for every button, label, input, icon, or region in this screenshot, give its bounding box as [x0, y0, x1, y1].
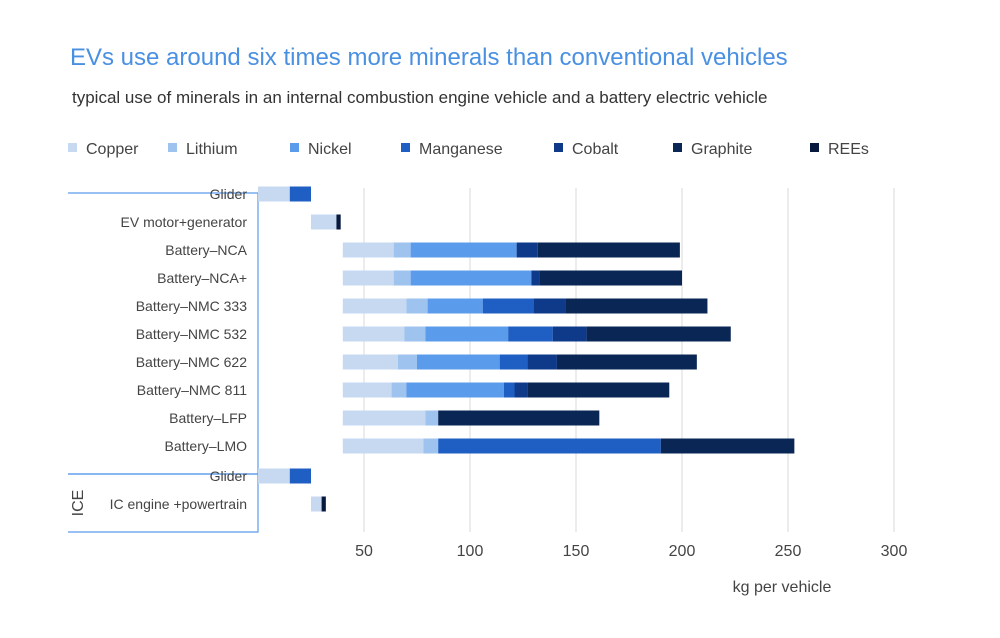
- bar-segment: [406, 298, 428, 314]
- x-tick-label: 300: [881, 543, 908, 560]
- category-label: Battery–NMC 333: [136, 298, 247, 314]
- legend-label: Lithium: [186, 141, 238, 158]
- bar-segment: [342, 438, 424, 454]
- ice-group-bracket: [68, 473, 259, 533]
- legend-label: Graphite: [691, 141, 752, 158]
- bar-segment: [527, 382, 670, 398]
- bar-segment: [516, 242, 538, 258]
- x-tick-label: 150: [563, 543, 590, 560]
- x-tick-label: 250: [775, 543, 802, 560]
- bar-segment: [482, 298, 534, 314]
- category-label: Battery–NCA+: [157, 270, 247, 286]
- category-label: Battery–NMC 622: [136, 354, 247, 370]
- legend-swatch-5: [673, 143, 682, 152]
- legend-swatch-6: [810, 143, 819, 152]
- bar-segment: [586, 326, 731, 342]
- bar-segment: [552, 326, 587, 342]
- bar-segment: [438, 438, 661, 454]
- bar-segment: [311, 496, 322, 512]
- category-label: Battery–NCA: [165, 242, 247, 258]
- x-axis-ticks: 50 100 150 200 250 300: [355, 543, 907, 560]
- category-label: Battery–LFP: [169, 410, 247, 426]
- bar-segment: [410, 270, 532, 286]
- bar-segment: [289, 468, 311, 484]
- bar-segment: [508, 326, 553, 342]
- category-label: IC engine +powertrain: [110, 496, 247, 512]
- bar-segment: [503, 382, 515, 398]
- bar-segment: [537, 242, 680, 258]
- bar-segment: [342, 354, 398, 370]
- bar-segment: [438, 410, 600, 426]
- bar-segment: [393, 242, 411, 258]
- x-axis-label: kg per vehicle: [733, 579, 832, 596]
- bar-segment: [321, 496, 326, 512]
- bar-segment: [342, 410, 426, 426]
- x-tick-label: 50: [355, 543, 373, 560]
- bar-segment: [417, 354, 500, 370]
- bar-segment: [289, 186, 311, 202]
- legend-label: Cobalt: [572, 141, 619, 158]
- x-tick-label: 200: [669, 543, 696, 560]
- bar-segment: [660, 438, 795, 454]
- bar-segment: [311, 214, 337, 230]
- category-label: Battery–NMC 811: [137, 382, 247, 398]
- bar-segment: [336, 214, 341, 230]
- bar-segment: [391, 382, 407, 398]
- bar-segment: [342, 326, 405, 342]
- bar-segment: [565, 298, 708, 314]
- x-tick-label: 100: [457, 543, 484, 560]
- bar-segment: [404, 326, 426, 342]
- group-brackets: ICE: [68, 192, 259, 533]
- ice-group-label: ICE: [70, 490, 87, 517]
- bar-segment: [499, 354, 528, 370]
- bar-segment: [342, 382, 392, 398]
- category-label: Glider: [210, 186, 248, 202]
- bar-segment: [397, 354, 417, 370]
- bar-segment: [427, 298, 483, 314]
- legend: Copper Lithium Nickel Manganese Cobalt Graphi…: [68, 141, 869, 158]
- bar-segment: [425, 326, 509, 342]
- bars: [258, 186, 795, 512]
- bar-segment: [531, 270, 540, 286]
- category-label: Glider: [210, 468, 248, 484]
- bar-segment: [527, 354, 557, 370]
- bar-segment: [533, 298, 566, 314]
- chart-title: EVs use around six times more minerals t…: [70, 44, 788, 71]
- bar-segment: [258, 468, 290, 484]
- category-label: Battery–LMO: [165, 438, 248, 454]
- bar-segment: [258, 186, 290, 202]
- bar-segment: [342, 298, 407, 314]
- legend-label: REEs: [828, 141, 869, 158]
- category-label: Battery–NMC 532: [136, 326, 247, 342]
- legend-swatch-2: [290, 143, 299, 152]
- bar-segment: [393, 270, 411, 286]
- bar-segment: [342, 242, 394, 258]
- bar-segment: [539, 270, 682, 286]
- bar-segment: [425, 410, 439, 426]
- bar-segment: [556, 354, 697, 370]
- category-label: EV motor+generator: [121, 214, 248, 230]
- category-labels: Glider EV motor+generator Battery–NCA Batte…: [110, 186, 248, 512]
- legend-swatch-1: [168, 143, 177, 152]
- bar-segment: [423, 438, 439, 454]
- legend-label: Nickel: [308, 141, 352, 158]
- bar-segment: [410, 242, 517, 258]
- legend-label: Manganese: [419, 141, 503, 158]
- legend-swatch-4: [554, 143, 563, 152]
- bar-segment: [514, 382, 528, 398]
- legend-swatch-3: [401, 143, 410, 152]
- legend-swatch-0: [68, 143, 77, 152]
- bar-segment: [342, 270, 394, 286]
- legend-label: Copper: [86, 141, 139, 158]
- bar-segment: [406, 382, 504, 398]
- chart-subtitle: typical use of minerals in an internal c…: [72, 88, 768, 107]
